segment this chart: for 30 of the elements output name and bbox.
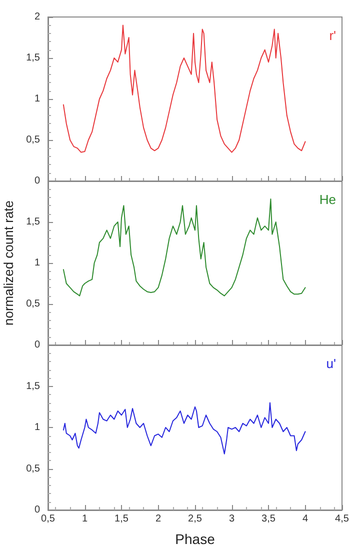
x-tick-label: 3,5	[262, 514, 276, 524]
y-tick-label: 1,5	[26, 216, 40, 228]
y-tick-label: 0,5	[26, 298, 40, 310]
x-axis-title: Phase	[175, 531, 216, 546]
y-tick-label: 0,5	[26, 134, 40, 146]
y-tick-label: 1	[34, 94, 40, 104]
x-tick-label: 4,5	[335, 514, 350, 524]
x-tick-label: 2,5	[188, 514, 202, 524]
y-tick-label: 2	[34, 12, 40, 22]
text: u'	[326, 356, 336, 371]
text: He	[319, 192, 336, 207]
line-series	[62, 402, 306, 454]
x-tick-label: 3	[228, 514, 235, 524]
x-tick-label: 0,5	[41, 514, 56, 524]
y-tick-label: 0	[34, 340, 40, 350]
y-tick-label: 0	[34, 504, 40, 516]
text: r'	[329, 28, 336, 43]
y-tick-label: 0,5	[26, 463, 40, 474]
line-series	[62, 198, 306, 296]
y-tick-label: 1,5	[26, 380, 40, 392]
y-tick-label: 0	[34, 176, 40, 186]
y-tick-label: 1	[34, 258, 40, 268]
x-tick-label: 1	[82, 514, 88, 524]
y-tick-label: 1	[34, 422, 40, 433]
x-tick-label: 2	[155, 514, 162, 524]
x-tick-label: 1,5	[114, 514, 129, 524]
y-axis-title: normalized count rate	[1, 200, 16, 326]
line-series	[62, 24, 306, 153]
x-tick-label: 4	[302, 514, 308, 524]
y-tick-label: 1,5	[26, 52, 40, 64]
